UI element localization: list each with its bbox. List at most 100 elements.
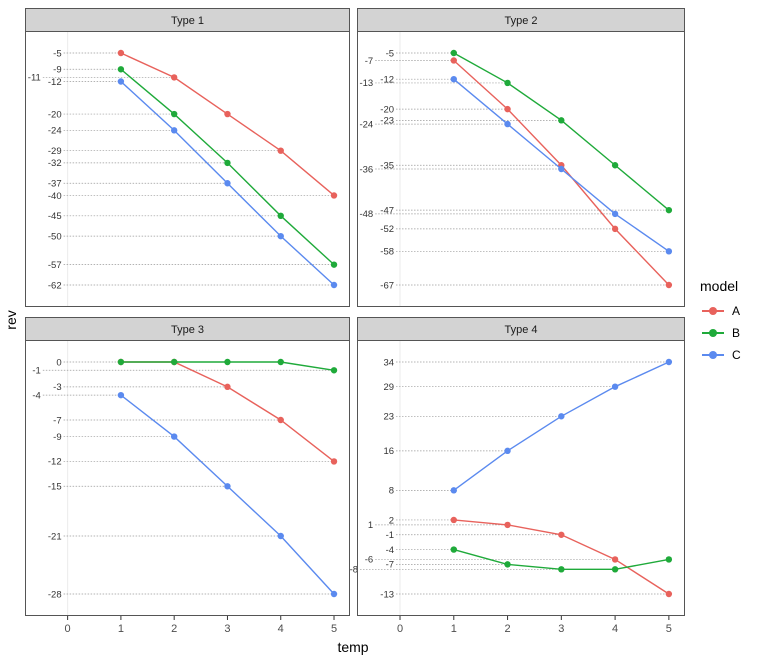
value-label: -9 <box>53 65 61 76</box>
data-point-A <box>117 49 125 57</box>
data-point-C <box>558 413 565 420</box>
value-label: -40 <box>48 191 62 202</box>
value-label: -3 <box>53 382 61 393</box>
facet-title: Type 2 <box>504 15 537 27</box>
data-point-C <box>117 391 125 399</box>
data-point-A <box>665 590 673 598</box>
legend-label: C <box>732 348 741 362</box>
data-point-C <box>277 532 284 540</box>
data-point-C <box>611 210 619 218</box>
value-label: -5 <box>386 48 394 59</box>
value-label: -7 <box>53 415 61 426</box>
data-point-B <box>117 358 125 366</box>
data-point-A <box>450 57 457 64</box>
data-point-C <box>665 358 673 366</box>
value-label: -62 <box>48 280 62 291</box>
x-tick-label: 5 <box>331 623 337 635</box>
facet-strip <box>25 317 350 341</box>
x-tick-label: 2 <box>171 623 177 635</box>
x-tick-label: 3 <box>224 623 230 635</box>
value-label: -12 <box>380 74 394 85</box>
legend-item-C: C <box>700 344 741 366</box>
data-point-B <box>665 206 673 214</box>
data-point-B <box>277 358 284 366</box>
x-axis-title: temp <box>337 639 368 655</box>
data-point-A <box>504 521 511 529</box>
facet-strip <box>357 8 685 32</box>
data-point-C <box>558 165 565 173</box>
legend-key-icon <box>700 305 726 317</box>
value-label: -1 <box>386 530 394 541</box>
data-point-A <box>450 516 457 524</box>
value-label: -47 <box>380 205 394 216</box>
panel-background <box>357 340 685 616</box>
data-point-C <box>170 433 178 440</box>
panel-background <box>25 31 350 307</box>
facet-strip <box>357 317 685 341</box>
facet-title: Type 1 <box>171 15 204 27</box>
y-axis-title: rev <box>3 310 19 329</box>
data-point-B <box>170 110 178 118</box>
value-label: 0 <box>56 357 61 368</box>
data-point-B <box>665 556 673 563</box>
legend-label: A <box>732 304 741 318</box>
value-label: -11 <box>28 73 41 84</box>
data-point-B <box>504 561 511 568</box>
legend-key-icon <box>700 327 726 339</box>
value-label: -67 <box>380 280 394 291</box>
data-point-B <box>611 566 619 573</box>
value-label: 29 <box>383 382 394 393</box>
value-label: -37 <box>48 179 62 190</box>
value-label: 16 <box>383 446 394 457</box>
value-label: 2 <box>389 515 394 526</box>
data-point-A <box>330 458 338 465</box>
value-label: -57 <box>48 260 62 271</box>
value-label: -13 <box>380 589 394 600</box>
facet-title: Type 4 <box>504 324 537 336</box>
x-tick-label: 0 <box>397 623 403 635</box>
panel-background <box>25 340 350 616</box>
data-point-B <box>558 117 565 124</box>
data-point-A <box>277 147 284 154</box>
value-label: -20 <box>380 104 394 115</box>
x-tick-label: 4 <box>612 623 618 635</box>
data-point-C <box>170 127 178 134</box>
data-point-A <box>277 416 284 424</box>
data-point-B <box>330 367 338 374</box>
data-point-C <box>450 75 457 83</box>
facet-panel: 0 -1 -3 -4 -7 -9 -12 -15 -21 -28 Type 3 0 1 2 3 4 5 <box>25 317 350 635</box>
value-label: -52 <box>380 224 394 235</box>
data-point-A <box>170 74 178 81</box>
value-label: -32 <box>48 158 62 169</box>
data-point-C <box>611 383 619 390</box>
legend-label: B <box>732 326 741 340</box>
data-point-B <box>170 358 178 366</box>
value-label: -13 <box>359 78 373 89</box>
value-label: -50 <box>48 231 62 242</box>
x-tick-label: 5 <box>666 623 672 635</box>
value-label: -24 <box>359 119 373 130</box>
data-point-A <box>611 556 619 563</box>
data-point-A <box>665 281 673 289</box>
data-point-C <box>504 447 511 455</box>
value-label: -24 <box>48 126 62 137</box>
value-label: -5 <box>53 48 61 59</box>
data-point-B <box>450 49 457 57</box>
value-label: -9 <box>53 432 61 443</box>
value-label: -4 <box>386 545 394 556</box>
value-label: -8 <box>350 565 358 576</box>
value-label: -35 <box>380 161 394 172</box>
data-point-B <box>117 66 125 73</box>
value-label: -7 <box>365 56 373 67</box>
x-tick-label: 3 <box>558 623 564 635</box>
x-tick-label: 4 <box>278 623 284 635</box>
value-label: -4 <box>32 390 40 401</box>
value-label: -48 <box>359 209 373 220</box>
value-label: -12 <box>48 457 62 468</box>
value-label: -23 <box>380 116 394 127</box>
data-point-B <box>611 162 619 169</box>
data-point-A <box>611 225 619 233</box>
value-label: -1 <box>32 366 40 377</box>
